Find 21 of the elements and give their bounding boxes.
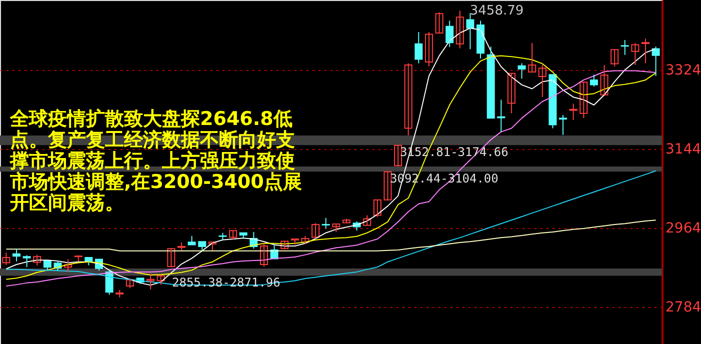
candlestick bbox=[177, 242, 186, 250]
candlestick bbox=[198, 241, 206, 251]
y-tick-label: 2964 bbox=[666, 220, 701, 237]
y-tick-label: 2784 bbox=[666, 300, 701, 316]
candlestick bbox=[538, 64, 546, 98]
candlestick bbox=[290, 238, 299, 246]
candlestick bbox=[559, 114, 568, 136]
candlestick bbox=[590, 74, 598, 88]
y-tick-label: 3324 bbox=[666, 62, 701, 78]
candlestick bbox=[569, 103, 578, 120]
candlestick bbox=[74, 254, 82, 262]
y-tick-label: 3144 bbox=[666, 141, 701, 158]
candlestick bbox=[384, 171, 392, 200]
candlestick bbox=[218, 232, 227, 240]
candlestick bbox=[22, 254, 31, 268]
annotation: 3458.79 bbox=[470, 4, 524, 19]
candlestick bbox=[642, 38, 650, 64]
candlestick bbox=[620, 39, 629, 56]
candlestick bbox=[116, 289, 124, 298]
candlestick bbox=[322, 217, 330, 229]
annotation: 全球疫情扩散致大盘探2646.8低点。复产复工经济数据不断向好支撑市场震荡上行。上方强压力致使市场快速调整,在3200-3400点展开区间震荡。 bbox=[9, 108, 302, 214]
